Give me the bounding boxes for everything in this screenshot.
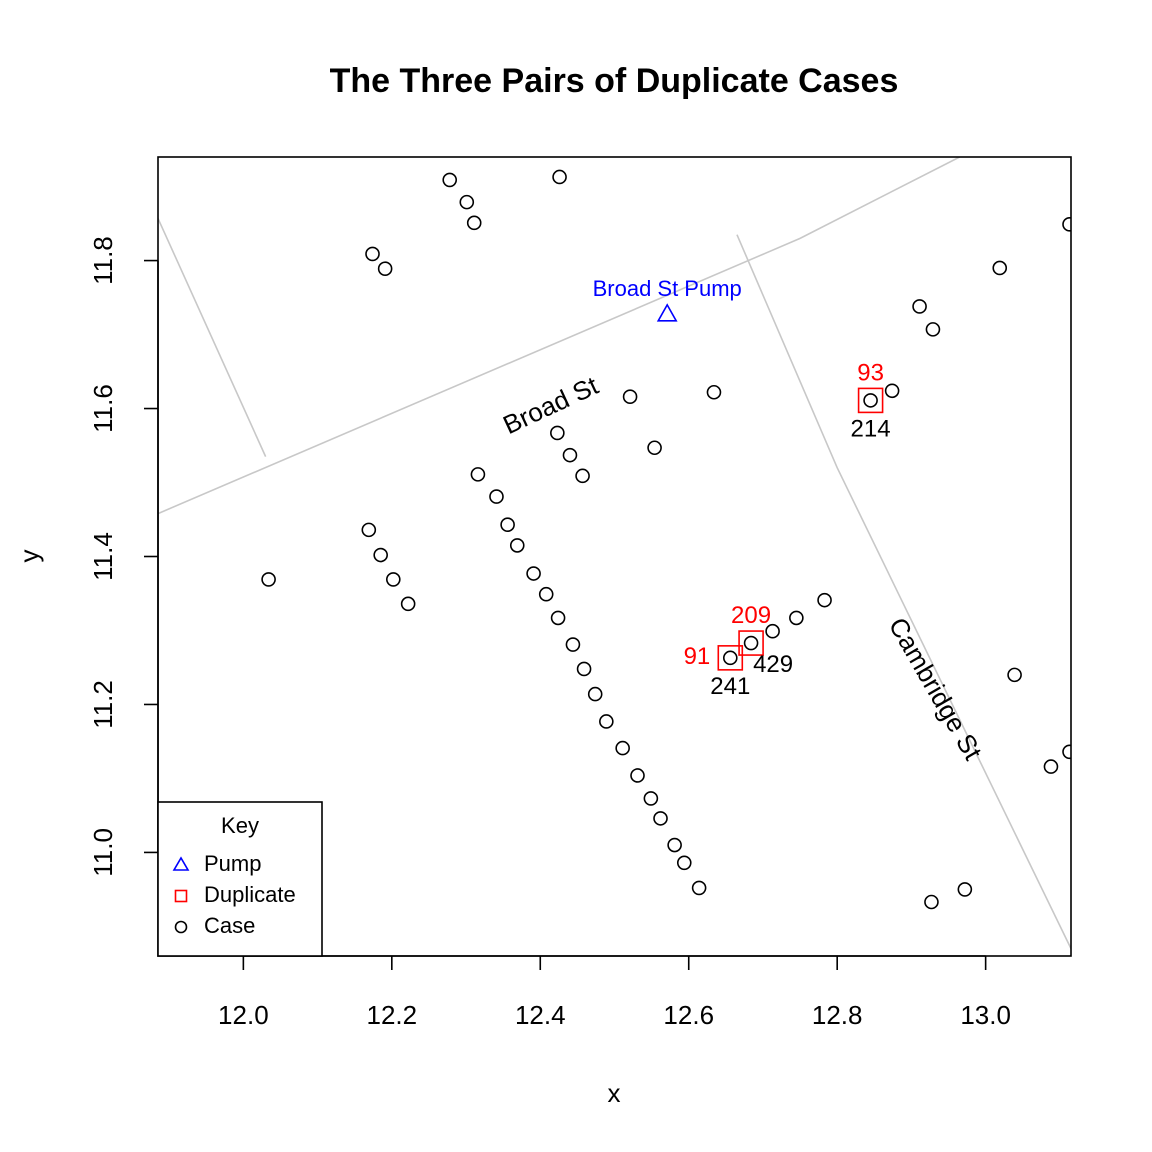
- x-axis: 12.0 12.2 12.4 12.6 12.8 13.0: [218, 955, 1011, 1030]
- x-tick-label: 13.0: [960, 1000, 1011, 1030]
- y-tick-label: 11.6: [88, 384, 118, 433]
- pump-label: Broad St Pump: [593, 276, 742, 301]
- case-point: [622, 389, 638, 405]
- case-point: [992, 260, 1008, 276]
- cases-layer: [261, 169, 1071, 910]
- case-point: [765, 623, 780, 639]
- y-tick-label: 11.2: [88, 680, 118, 729]
- y-axis-label: y: [14, 550, 44, 563]
- case-point: [550, 610, 566, 626]
- case-point: [653, 811, 668, 826]
- x-tick-label: 12.2: [367, 1000, 418, 1030]
- case-point: [361, 522, 377, 538]
- chart-title: The Three Pairs of Duplicate Cases: [330, 62, 899, 100]
- case-point: [575, 468, 590, 484]
- case-point: [552, 169, 567, 185]
- case-point: [442, 172, 458, 188]
- case-point: [1062, 217, 1071, 232]
- legend-duplicate-symbol: [174, 889, 188, 903]
- case-point: [538, 586, 554, 602]
- case-point: [691, 880, 707, 896]
- legend-pump-symbol: [172, 856, 190, 871]
- case-point: [706, 384, 722, 400]
- case-point: [470, 467, 486, 482]
- case-point: [377, 261, 393, 277]
- x-tick-label: 12.8: [812, 1000, 863, 1030]
- case-point: [261, 572, 276, 587]
- case-point: [466, 215, 482, 231]
- x-tick-label: 12.4: [515, 1000, 566, 1030]
- case-point: [957, 882, 973, 897]
- case-point: [743, 635, 759, 651]
- pump-marker: [656, 303, 678, 322]
- case-point: [647, 440, 662, 456]
- case-point: [884, 383, 900, 399]
- duplicate-black-label: 429: [753, 651, 793, 678]
- case-point: [643, 791, 659, 806]
- case-point: [1007, 667, 1022, 683]
- case-point: [615, 740, 630, 756]
- legend-case-symbol: [174, 920, 188, 934]
- legend-item-label: Case: [204, 913, 255, 938]
- street-line: [158, 157, 961, 515]
- legend: Key Pump Duplicate Case: [157, 801, 323, 957]
- duplicate-red-label: 209: [731, 602, 771, 629]
- pump-layer: Broad St Pump: [593, 276, 742, 322]
- duplicates-layer: 93 214 209 429 91 241: [684, 359, 891, 699]
- legend-item-label: Pump: [204, 851, 261, 876]
- case-point: [550, 425, 565, 441]
- y-axis: 11.0 11.2 11.4 11.6 11.8: [88, 236, 159, 877]
- case-point: [722, 650, 738, 666]
- case-point: [373, 547, 388, 563]
- streets-layer: [158, 157, 1071, 949]
- case-point: [400, 596, 416, 612]
- case-point: [676, 855, 692, 871]
- y-tick-label: 11.4: [88, 532, 118, 581]
- case-point: [386, 572, 401, 587]
- case-point: [924, 894, 939, 910]
- case-point: [599, 714, 614, 729]
- case-point: [587, 686, 603, 702]
- case-point: [912, 299, 927, 314]
- case-point: [576, 661, 592, 677]
- duplicate-marker: [857, 387, 884, 414]
- case-point: [459, 194, 475, 210]
- street-line: [158, 218, 267, 457]
- street-line: [736, 234, 1071, 949]
- case-point: [565, 637, 581, 652]
- duplicate-red-label: 93: [857, 359, 884, 386]
- case-point: [925, 322, 941, 337]
- case-point: [863, 393, 878, 408]
- duplicate-marker: [738, 630, 764, 656]
- y-tick-label: 11.0: [88, 828, 118, 877]
- case-point: [365, 246, 380, 262]
- duplicate-red-label: 91: [684, 643, 711, 670]
- case-point: [667, 837, 682, 853]
- legend-item-label: Duplicate: [204, 882, 296, 907]
- x-tick-label: 12.6: [663, 1000, 714, 1030]
- case-point: [500, 517, 515, 532]
- case-point: [1062, 744, 1071, 760]
- case-point: [526, 566, 541, 581]
- duplicate-black-label: 241: [710, 673, 750, 700]
- case-point: [630, 768, 645, 783]
- case-point: [817, 592, 832, 608]
- duplicate-marker: [717, 645, 744, 671]
- case-point: [562, 447, 578, 463]
- duplicate-black-label: 214: [851, 415, 891, 442]
- x-tick-label: 12.0: [218, 1000, 269, 1030]
- case-point: [489, 489, 504, 504]
- case-point: [509, 538, 525, 553]
- case-point: [1043, 759, 1059, 774]
- case-point: [789, 610, 804, 626]
- legend-title: Key: [221, 813, 259, 838]
- y-tick-label: 11.8: [88, 236, 118, 285]
- x-axis-label: x: [608, 1078, 621, 1108]
